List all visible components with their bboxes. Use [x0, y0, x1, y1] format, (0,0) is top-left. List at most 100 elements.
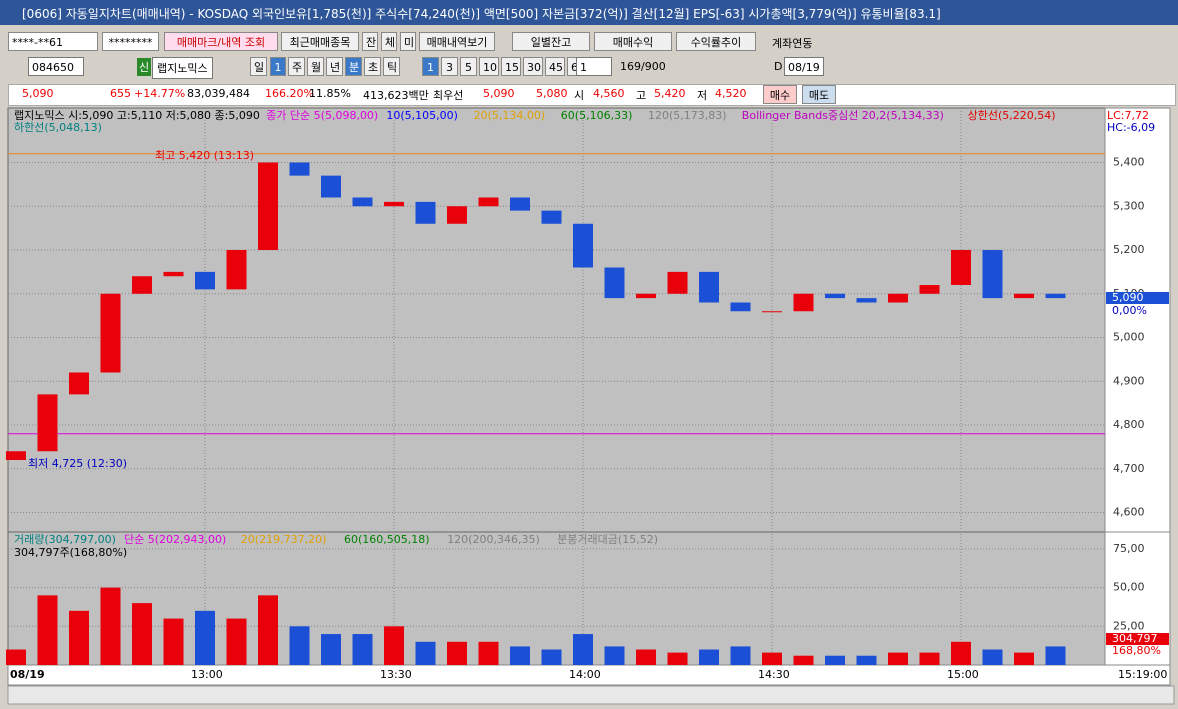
- candle: [793, 293, 814, 312]
- account-link-checkbox[interactable]: 계좌연동: [772, 37, 813, 50]
- volume-legend-entry: 분봉거래대금(15,52): [557, 533, 658, 546]
- password-input[interactable]: ********: [102, 32, 159, 51]
- toolbar-button[interactable]: 매매마크/내역 조회: [164, 32, 278, 51]
- quote-bid-label: 최우선: [433, 89, 464, 102]
- period-button[interactable]: 월: [307, 57, 324, 76]
- volume-legend-entry: 20(219,737,20): [241, 533, 327, 546]
- toolbar-button[interactable]: 매매내역보기: [419, 32, 495, 51]
- toolbar-button[interactable]: 일별잔고: [512, 32, 590, 51]
- volume-bar: [1045, 646, 1066, 665]
- toolbar-button[interactable]: 미: [400, 32, 416, 51]
- x-tick-label: 13:00: [191, 668, 223, 681]
- y-tick-label: 4,700: [1113, 462, 1145, 475]
- interval-button[interactable]: 10: [479, 57, 499, 76]
- period-button[interactable]: 틱: [383, 57, 400, 76]
- new-badge: 신: [137, 58, 152, 76]
- candle: [888, 293, 908, 303]
- hc-label: HC:-6,09: [1107, 121, 1155, 134]
- volume-bar: [163, 618, 184, 665]
- candle: [195, 271, 215, 290]
- y-tick-label: 5,300: [1113, 199, 1145, 212]
- volume-sub-label: 304,797주(168,80%): [14, 546, 127, 559]
- toolbar-button[interactable]: 최근매매종목: [281, 32, 359, 51]
- last-volume: 304,797: [1112, 632, 1158, 645]
- candle: [919, 285, 940, 294]
- end-time: 15:19:00: [1118, 668, 1167, 681]
- candle: [667, 271, 688, 294]
- candle: [856, 298, 877, 303]
- buy-button[interactable]: 매수: [763, 85, 797, 104]
- quote-bid1: 5,090: [483, 87, 515, 100]
- account-input[interactable]: ****-**61: [8, 32, 98, 51]
- legend-entry: 10(5,105,00): [386, 109, 458, 122]
- quote-vol-rate: 166.20%: [265, 87, 314, 100]
- toolbar-button[interactable]: 매매수익: [594, 32, 672, 51]
- volume-axis: [1104, 531, 1171, 666]
- toolbar-button[interactable]: 수익률추이: [676, 32, 756, 51]
- period-value[interactable]: 1: [270, 57, 286, 76]
- interval-button[interactable]: 3: [441, 57, 458, 76]
- interval-button[interactable]: 30: [523, 57, 543, 76]
- volume-bar: [384, 626, 404, 665]
- x-tick-label: 14:30: [758, 668, 790, 681]
- x-tick-label: 15:00: [947, 668, 979, 681]
- candle: [730, 302, 751, 312]
- candle: [415, 201, 436, 224]
- candle: [258, 162, 278, 250]
- quote-high: 5,420: [654, 87, 686, 100]
- title-bar: [0, 0, 1178, 25]
- candle: [1014, 293, 1034, 299]
- last-price: 5,090: [1112, 291, 1144, 304]
- candle: [69, 372, 89, 395]
- interval-button[interactable]: 15: [501, 57, 521, 76]
- quote-price: 5,090: [22, 87, 54, 100]
- quote-volume: 83,039,484: [187, 87, 250, 100]
- toolbar-button[interactable]: 체: [381, 32, 397, 51]
- period-button[interactable]: 분: [345, 57, 362, 76]
- x-tick-label: 14:00: [569, 668, 601, 681]
- y-tick-label: 5,400: [1113, 156, 1145, 169]
- candle: [132, 276, 152, 294]
- x-tick-label: 13:30: [380, 668, 412, 681]
- candle: [573, 223, 593, 268]
- period-button[interactable]: 주: [288, 57, 305, 76]
- lc-label: LC:7,72: [1107, 109, 1149, 122]
- code-input[interactable]: 084650: [28, 57, 84, 76]
- high-annotation: 최고 5,420 (13:13): [155, 149, 254, 162]
- volume-bar: [856, 655, 877, 665]
- volume-bar: [100, 587, 121, 665]
- interval-button[interactable]: 5: [460, 57, 477, 76]
- y-tick-label: 5,000: [1113, 331, 1145, 344]
- legend-entry: 하한선(5,048,13): [14, 120, 102, 134]
- quote-turnover: 11.85%: [309, 87, 351, 100]
- volume-bar: [919, 652, 940, 665]
- candle: [636, 293, 656, 299]
- legend-entry: Bollinger Bands중심선 20,2(5,134,33): [742, 109, 944, 122]
- candle: [321, 175, 341, 198]
- volume-bar: [6, 649, 26, 665]
- period-button[interactable]: 년: [326, 57, 343, 76]
- volume-bar: [289, 626, 310, 665]
- interval-button[interactable]: 45: [545, 57, 565, 76]
- toolbar-button[interactable]: 잔: [362, 32, 378, 51]
- quote-amount: 413,623백만: [363, 89, 429, 102]
- quote-open-label: 시: [574, 89, 585, 102]
- sell-button[interactable]: 매도: [802, 85, 836, 104]
- last-pct: 0,00%: [1112, 304, 1147, 317]
- period-button[interactable]: 초: [364, 57, 381, 76]
- legend-entry: 20(5,134,00): [474, 109, 546, 122]
- volume-bar: [573, 634, 593, 665]
- date-input[interactable]: 08/19: [784, 57, 824, 76]
- quote-high-label: 고: [636, 89, 647, 102]
- volume-bar: [258, 595, 278, 665]
- count-input[interactable]: 1: [576, 57, 612, 76]
- volume-bar: [352, 634, 373, 665]
- volume-bar: [132, 603, 152, 665]
- candle: [762, 311, 782, 313]
- period-button[interactable]: 일: [250, 57, 267, 76]
- quote-open: 4,560: [593, 87, 625, 100]
- time-axis: [7, 664, 1171, 686]
- volume-panel: [7, 531, 1106, 666]
- candle: [163, 271, 184, 277]
- interval-button[interactable]: 1: [422, 57, 439, 76]
